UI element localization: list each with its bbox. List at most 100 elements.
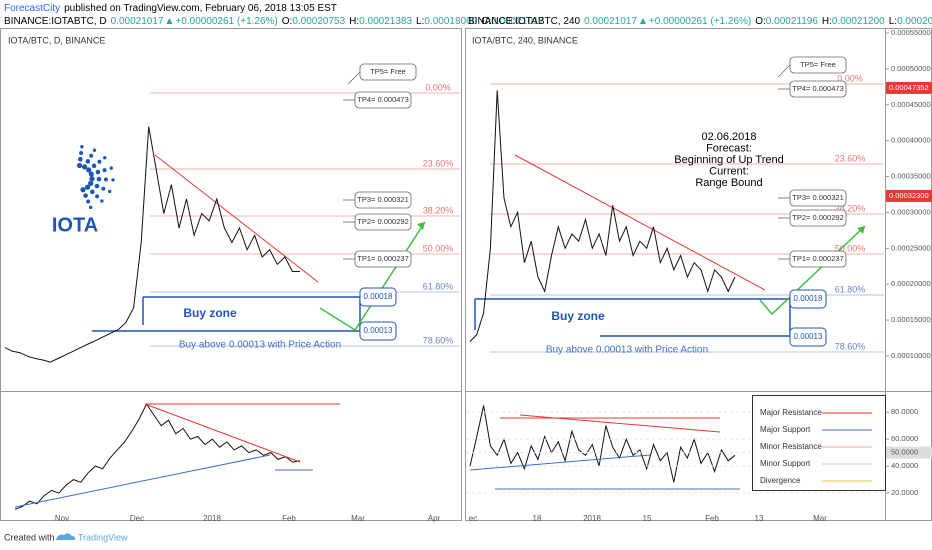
logo-dot [100, 199, 104, 203]
buy-note: Buy above 0.00013 with Price Action [179, 340, 341, 351]
logo-dot [80, 187, 86, 193]
logo-dot [103, 156, 107, 160]
legend-label: Major Support [760, 425, 811, 434]
logo-dot [89, 176, 95, 182]
footer-brand[interactable]: TradingView [78, 532, 128, 542]
ohlc-key: H: [349, 16, 359, 27]
callout-pointer [777, 64, 791, 78]
target-label: TP3= 0.000321 [792, 193, 844, 202]
author[interactable]: ForecastCity [4, 3, 60, 14]
ohlc-key: O: [755, 16, 766, 27]
logo-dot [80, 144, 84, 149]
tick-highlight [886, 446, 932, 459]
x-tick-label: Feb [705, 514, 719, 523]
legend-label: Divergence [760, 476, 801, 485]
x-tick-label: Mar [813, 514, 827, 523]
y-tick-label: 40.0000 [891, 461, 918, 470]
logo-dot [90, 189, 95, 195]
logo-dot [86, 199, 91, 204]
target-label: TP4= 0.000473 [357, 95, 409, 104]
zone-label: 0.00018 [794, 294, 823, 303]
y-tick-label: 50.0000 [891, 448, 918, 457]
buy-zone: Buy zone [183, 306, 237, 320]
y-tick-label: 20.0000 [891, 488, 918, 497]
forecast-text: Current: [709, 165, 749, 177]
x-tick-label: 2018 [203, 514, 221, 523]
fib-label: 50.00% [423, 243, 454, 253]
fib-label: 38.20% [423, 205, 454, 215]
ohlc-value: 0.00020753 [292, 16, 345, 27]
logo-dot [102, 168, 107, 173]
x-tick-label: 15 [643, 514, 652, 523]
ohlc-key: C: [481, 16, 491, 27]
target-label: TP5= Free [370, 67, 406, 76]
last-price: 0.00021017 [111, 16, 164, 27]
fib-label: 0.00% [425, 82, 451, 92]
buy-note: Buy above 0.00013 with Price Action [546, 345, 708, 356]
x-tick-label: Nov [55, 514, 69, 523]
logo-dot [86, 167, 92, 173]
fib-label: 23.60% [835, 153, 866, 163]
logo-dot [76, 162, 83, 169]
zone-callout [359, 287, 397, 307]
y-tick-label: 0.00045000 [891, 100, 931, 109]
logo-dot [81, 164, 88, 170]
x-tick-label: Dec [130, 514, 144, 523]
logo-dot [85, 159, 91, 164]
logo-dot [88, 205, 93, 210]
oscillator-line [14, 403, 301, 510]
trendline [514, 154, 766, 291]
y-tick-label: 0.00020000 [891, 279, 931, 288]
y-tick-label: 0.00055000 [891, 28, 931, 37]
zone-label: 0.00013 [364, 326, 393, 335]
x-tick-label: 2018 [583, 514, 601, 523]
x-tick-label: Apr [428, 514, 441, 523]
zone-callout [359, 321, 397, 341]
price-label: 0.00032300 [889, 191, 929, 200]
y-tick-label: 0.00015000 [891, 315, 931, 324]
fib-label: 61.80% [423, 281, 454, 291]
fib-label: 78.60% [423, 335, 454, 345]
zone-callout [789, 327, 827, 347]
osc-support [469, 454, 651, 471]
target-label: TP5= Free [800, 60, 836, 69]
target-label: TP1= 0.000237 [792, 254, 844, 263]
trendline [154, 154, 319, 283]
logo-dot [84, 184, 91, 190]
symbol-header: BINANCE:IOTABTC, D 0.00021017 +0.00000261 … [4, 16, 544, 27]
target-label: TP1= 0.000237 [357, 254, 409, 263]
target-label: TP3= 0.000321 [357, 195, 409, 204]
logo-dot [95, 194, 100, 199]
last-price: 0.00021017 [584, 16, 637, 27]
zone-label: 0.00018 [364, 292, 393, 301]
zone-label: 0.00013 [794, 332, 823, 341]
up-arrow-icon [639, 18, 646, 24]
y-tick-label: 0.00010000 [891, 351, 931, 360]
logo-dot [97, 159, 102, 164]
x-tick-label: ec [469, 514, 477, 523]
tv-logo [56, 533, 76, 540]
price-label: 0.00047352 [889, 83, 929, 92]
ohlc-key: H: [822, 16, 832, 27]
symbol: BINANCE:IOTABTC, 240 [468, 16, 581, 27]
logo-dot [107, 189, 112, 194]
logo-dot [95, 169, 101, 175]
legend-label: Minor Resistance [760, 442, 822, 451]
ohlc-value: 0.00021017 [491, 16, 544, 27]
logo-dot [101, 186, 106, 191]
price-label-box [886, 81, 932, 94]
target-label: TP4= 0.000473 [792, 84, 844, 93]
oscillator-line [469, 405, 736, 483]
y-tick-label: 60.0000 [891, 434, 918, 443]
ohlc-value: 0.00021196 [766, 16, 819, 27]
callout-pointer [347, 71, 361, 85]
ohlc-key: L: [889, 16, 897, 27]
y-tick-label: 0.00030000 [891, 207, 931, 216]
change: +0.00000261 (+1.26%) [649, 16, 751, 27]
published: published on TradingView.com, February 0… [64, 3, 337, 14]
legend-label: Major Resistance [760, 408, 822, 417]
zone-callout [789, 289, 827, 309]
logo-dot [109, 166, 113, 170]
logo-dot [78, 156, 83, 162]
osc-trend [519, 414, 721, 433]
